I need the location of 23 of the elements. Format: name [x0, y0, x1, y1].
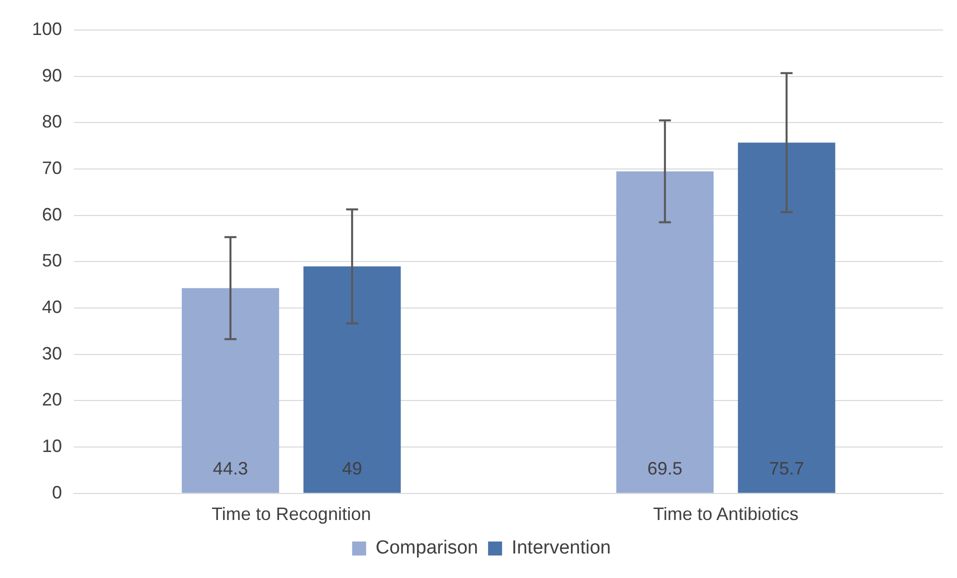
data-label: 44.3	[212, 458, 248, 478]
y-tick-label: 20	[42, 390, 62, 410]
y-tick-label: 80	[42, 112, 62, 132]
bar	[182, 288, 280, 493]
x-tick-label: Time to Recognition	[212, 504, 371, 524]
y-tick-label: 50	[42, 250, 62, 271]
y-tick-label: 70	[42, 158, 62, 178]
x-tick-label: Time to Antibiotics	[653, 504, 798, 524]
bar	[738, 142, 836, 493]
data-label: 75.7	[769, 458, 804, 478]
legend-label: Comparison	[376, 538, 478, 559]
y-tick-label: 0	[52, 482, 62, 502]
y-tick-label: 100	[32, 18, 62, 39]
y-tick-label: 90	[42, 65, 62, 86]
y-tick-label: 60	[42, 204, 62, 224]
data-label: 69.5	[647, 458, 682, 478]
bar	[303, 266, 401, 493]
legend-label: Intervention	[512, 538, 611, 559]
y-tick-label: 30	[42, 343, 62, 364]
bar	[616, 171, 714, 493]
y-tick-label: 40	[42, 297, 62, 318]
data-label: 49	[342, 458, 362, 478]
y-tick-label: 10	[42, 436, 62, 456]
